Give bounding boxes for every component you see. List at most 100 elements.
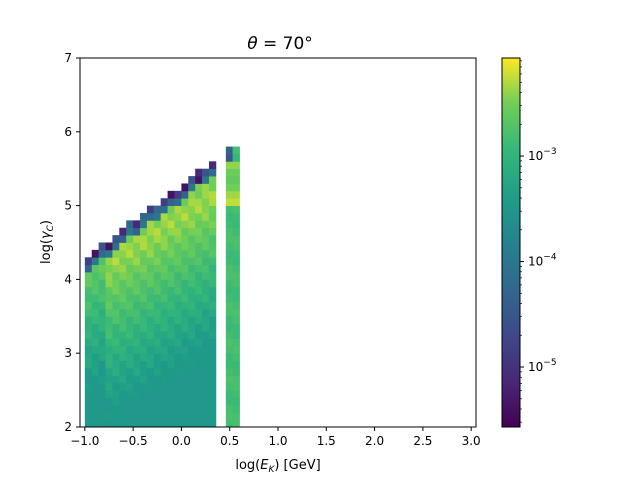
heatmap-cell — [167, 338, 175, 347]
heatmap-cell — [195, 301, 203, 310]
heatmap-cell — [174, 367, 182, 376]
heatmap-cell — [202, 412, 210, 421]
heatmap-cell — [181, 272, 189, 280]
x-tick-label: −0.5 — [119, 434, 148, 448]
heatmap-cell — [208, 397, 217, 406]
x-axis-label: log(EK) [GeV] — [235, 458, 320, 475]
heatmap-cell — [126, 390, 134, 398]
heatmap-cell — [195, 286, 203, 295]
heatmap-cell — [153, 397, 162, 406]
heatmap-cell — [225, 279, 234, 288]
heatmap-cell — [167, 249, 175, 258]
heatmap-cell — [225, 331, 234, 339]
heatmap-cell — [188, 382, 196, 391]
heatmap-cell — [98, 323, 106, 332]
heatmap-cell — [232, 205, 240, 214]
heatmap-cell — [160, 412, 168, 421]
heatmap-cell — [133, 323, 141, 332]
heatmap-cell — [181, 331, 189, 339]
heatmap-cell — [112, 404, 120, 413]
heatmap-cell — [232, 264, 240, 273]
heatmap-cell — [202, 338, 210, 347]
heatmap-cell — [195, 338, 203, 347]
heatmap-cell — [202, 323, 210, 332]
heatmap-cell — [119, 404, 127, 413]
heatmap-cell — [160, 345, 168, 354]
heatmap-cell — [133, 220, 141, 229]
y-axis-ticks: 2 3 4 5 6 7 — [64, 51, 80, 434]
heatmap-cell — [91, 419, 100, 428]
heatmap-cell — [84, 419, 93, 428]
heatmap-cell — [225, 168, 234, 177]
heatmap-cell — [146, 308, 155, 317]
heatmap-cell — [167, 382, 175, 391]
heatmap-cell — [174, 212, 182, 221]
heatmap-cell — [225, 301, 234, 310]
heatmap-cell — [146, 390, 155, 398]
heatmap-cell — [202, 294, 210, 302]
heatmap-cell — [188, 360, 196, 369]
heatmap-cell — [112, 338, 120, 347]
heatmap-cell — [174, 220, 182, 229]
heatmap-cell — [153, 367, 162, 376]
heatmap-cell — [153, 205, 162, 214]
heatmap-cell — [195, 390, 203, 398]
heatmap-cell — [188, 353, 196, 361]
heatmap-cell — [188, 272, 196, 280]
heatmap-cell — [160, 360, 168, 369]
heatmap-cell — [153, 338, 162, 347]
heatmap-cell — [160, 212, 168, 221]
heatmap-cell — [84, 308, 93, 317]
heatmap-cell — [181, 397, 189, 406]
heatmap-cell — [181, 353, 189, 361]
heatmap-cell — [208, 212, 217, 221]
heatmap-cell — [119, 242, 127, 251]
heatmap-cell — [133, 316, 141, 325]
heatmap-cell — [160, 375, 168, 384]
heatmap-cell — [146, 404, 155, 413]
heatmap-cell — [202, 375, 210, 384]
heatmap-cell — [195, 308, 203, 317]
heatmap-cell — [188, 419, 196, 428]
heatmap-cell — [202, 382, 210, 391]
heatmap-cell — [188, 257, 196, 266]
heatmap-cell — [105, 264, 113, 273]
heatmap-cell — [146, 323, 155, 332]
heatmap-cell — [167, 397, 175, 406]
heatmap-cell — [202, 264, 210, 273]
heatmap-cell — [119, 390, 127, 398]
heatmap-cell — [160, 390, 168, 398]
heatmap-cell — [105, 257, 113, 266]
heatmap-cell — [195, 412, 203, 421]
heatmap-cell — [153, 257, 162, 266]
heatmap-cell — [188, 390, 196, 398]
heatmap-cell — [91, 294, 100, 302]
colorbar-ticks: 10−5 10−4 10−3 — [520, 60, 557, 423]
heatmap-cell — [195, 220, 203, 229]
heatmap-cell — [160, 367, 168, 376]
colorbar-tick-label: 10−5 — [528, 358, 557, 374]
heatmap-cell — [84, 301, 93, 310]
heatmap-cell — [119, 412, 127, 421]
heatmap-cell — [139, 257, 148, 266]
heatmap-cell — [188, 286, 196, 295]
heatmap-cell — [119, 316, 127, 325]
heatmap-cell — [208, 345, 217, 354]
heatmap-cell — [160, 294, 168, 302]
heatmap-cell — [232, 390, 240, 398]
heatmap-cell — [105, 308, 113, 317]
heatmap-cell — [202, 301, 210, 310]
heatmap-cell — [225, 345, 234, 354]
heatmap-cell — [202, 286, 210, 295]
heatmap-cell — [105, 323, 113, 332]
heatmap-cell — [84, 279, 93, 288]
heatmap-cell — [119, 301, 127, 310]
heatmap-cell — [188, 242, 196, 251]
heatmap-cell — [208, 390, 217, 398]
heatmap-cell — [139, 212, 148, 221]
heatmap-cell — [126, 294, 134, 302]
heatmap-cell — [160, 286, 168, 295]
heatmap-cell — [153, 308, 162, 317]
x-axis-ticks: −1.0 −0.5 0.0 0.5 1.0 1.5 2.0 2.5 3.0 — [70, 427, 481, 448]
